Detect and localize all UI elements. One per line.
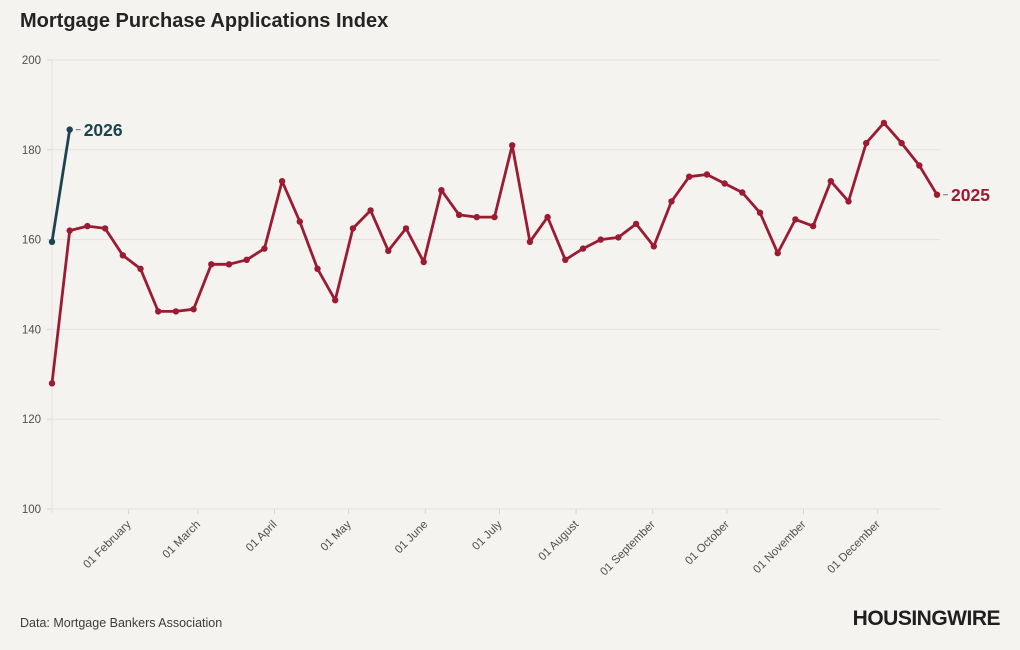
data-point (48, 380, 56, 387)
data-point (845, 198, 852, 205)
y-tick-label: 180 (22, 145, 41, 157)
y-tick-label: 200 (22, 55, 41, 67)
x-tick-label: 01 August (537, 518, 582, 563)
y-tick-label: 160 (22, 235, 41, 247)
data-point (792, 216, 799, 223)
data-point (278, 178, 286, 185)
data-point (349, 225, 357, 232)
data-point (526, 238, 534, 245)
x-axis-labels: 01 February 01 March 01 April 01 May 01 June… (81, 518, 882, 578)
data-point (190, 306, 197, 313)
x-tick-label: 01 April (244, 519, 280, 555)
data-point (739, 189, 746, 196)
data-point (756, 209, 764, 216)
data-point (438, 187, 445, 194)
data-point (933, 191, 941, 198)
data-point (455, 211, 463, 219)
data-point (686, 173, 693, 180)
data-point (615, 234, 622, 241)
chart-title: Mortgage Purchase Applications Index (20, 10, 389, 32)
y-tick-label: 140 (22, 324, 41, 336)
x-tick-label: 01 June (393, 519, 430, 556)
data-point (402, 225, 410, 232)
data-point (137, 265, 144, 272)
x-tick-label: 01 May (319, 518, 354, 553)
data-point (225, 261, 233, 268)
data-point (916, 162, 923, 169)
x-axis-ticks (128, 509, 879, 514)
data-point (509, 142, 516, 149)
data-point (172, 308, 180, 315)
data-point (208, 261, 215, 268)
data-point (155, 308, 162, 315)
x-tick-label: 01 November (751, 519, 808, 576)
data-source-note: Data: Mortgage Bankers Association (20, 616, 223, 630)
data-point (473, 213, 480, 221)
series-2025-line (50, 121, 939, 385)
data-point (562, 256, 569, 263)
data-point (296, 218, 303, 225)
data-point (579, 245, 587, 252)
x-tick-label: 01 March (161, 519, 203, 561)
data-point (809, 222, 817, 230)
data-point (66, 126, 73, 133)
data-point (84, 222, 91, 230)
data-point (597, 236, 604, 243)
y-tick-label: 120 (22, 414, 41, 426)
data-point (261, 245, 268, 252)
data-point (703, 171, 711, 178)
data-point (66, 227, 73, 234)
data-point (367, 207, 374, 214)
data-point (774, 249, 781, 257)
data-point (880, 119, 888, 127)
series-2026: 2026 (48, 120, 123, 245)
data-point (544, 213, 551, 221)
series-label-2026: 2026 (84, 120, 123, 140)
data-point (827, 178, 834, 185)
data-point (243, 256, 250, 263)
data-point (420, 258, 427, 266)
data-point (721, 180, 728, 187)
data-point (332, 297, 339, 304)
y-axis-labels: 200 180 160 140 120 100 (22, 55, 41, 516)
data-point (650, 243, 657, 250)
x-tick-label: 01 September (598, 519, 658, 579)
x-tick-label: 01 February (81, 518, 134, 571)
housingwire-wordmark: HOUSINGWIRE (852, 607, 1001, 630)
data-point (119, 252, 127, 259)
data-point (491, 213, 498, 221)
data-point (863, 139, 870, 147)
data-point (385, 247, 392, 254)
y-tick-label: 100 (22, 504, 41, 516)
data-point (898, 139, 905, 147)
data-point (668, 198, 675, 205)
data-point (101, 225, 109, 232)
series-2025: 2025 (48, 119, 990, 387)
series-2026-line (50, 128, 72, 244)
data-point (314, 265, 321, 272)
y-gridlines (47, 59, 940, 510)
series-label-2025: 2025 (951, 185, 990, 205)
data-point (632, 220, 640, 228)
x-tick-label: 01 October (683, 519, 732, 568)
data-point (48, 238, 56, 245)
x-tick-label: 01 July (470, 518, 504, 552)
x-tick-label: 01 December (825, 519, 882, 576)
